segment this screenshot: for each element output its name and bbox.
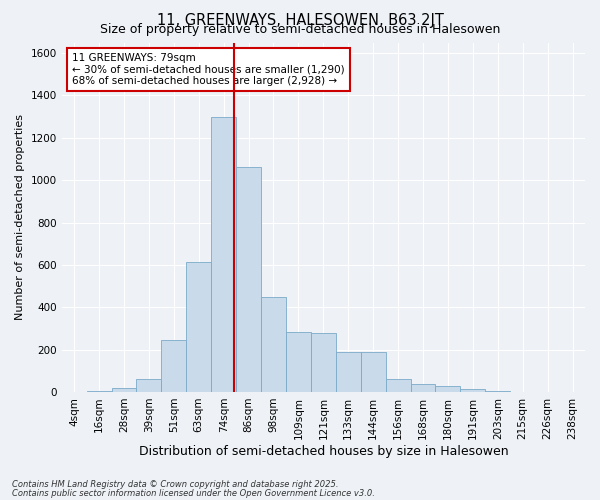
Bar bbox=[236, 168, 261, 392]
Bar bbox=[112, 388, 136, 392]
Y-axis label: Number of semi-detached properties: Number of semi-detached properties bbox=[15, 114, 25, 320]
Bar bbox=[311, 332, 336, 392]
Bar bbox=[261, 296, 286, 392]
Bar bbox=[386, 380, 410, 392]
Bar bbox=[286, 332, 311, 392]
Text: Contains public sector information licensed under the Open Government Licence v3: Contains public sector information licen… bbox=[12, 488, 375, 498]
Bar bbox=[361, 352, 386, 392]
Bar bbox=[186, 262, 211, 392]
Bar bbox=[161, 340, 186, 392]
Text: Contains HM Land Registry data © Crown copyright and database right 2025.: Contains HM Land Registry data © Crown c… bbox=[12, 480, 338, 489]
Bar bbox=[485, 391, 510, 392]
Bar bbox=[336, 352, 361, 392]
Bar bbox=[460, 390, 485, 392]
Bar bbox=[410, 384, 436, 392]
Bar bbox=[436, 386, 460, 392]
Text: 11, GREENWAYS, HALESOWEN, B63 2JT: 11, GREENWAYS, HALESOWEN, B63 2JT bbox=[157, 12, 443, 28]
Text: 11 GREENWAYS: 79sqm
← 30% of semi-detached houses are smaller (1,290)
68% of sem: 11 GREENWAYS: 79sqm ← 30% of semi-detach… bbox=[72, 53, 345, 86]
X-axis label: Distribution of semi-detached houses by size in Halesowen: Distribution of semi-detached houses by … bbox=[139, 444, 508, 458]
Bar bbox=[211, 116, 236, 392]
Text: Size of property relative to semi-detached houses in Halesowen: Size of property relative to semi-detach… bbox=[100, 22, 500, 36]
Bar bbox=[136, 380, 161, 392]
